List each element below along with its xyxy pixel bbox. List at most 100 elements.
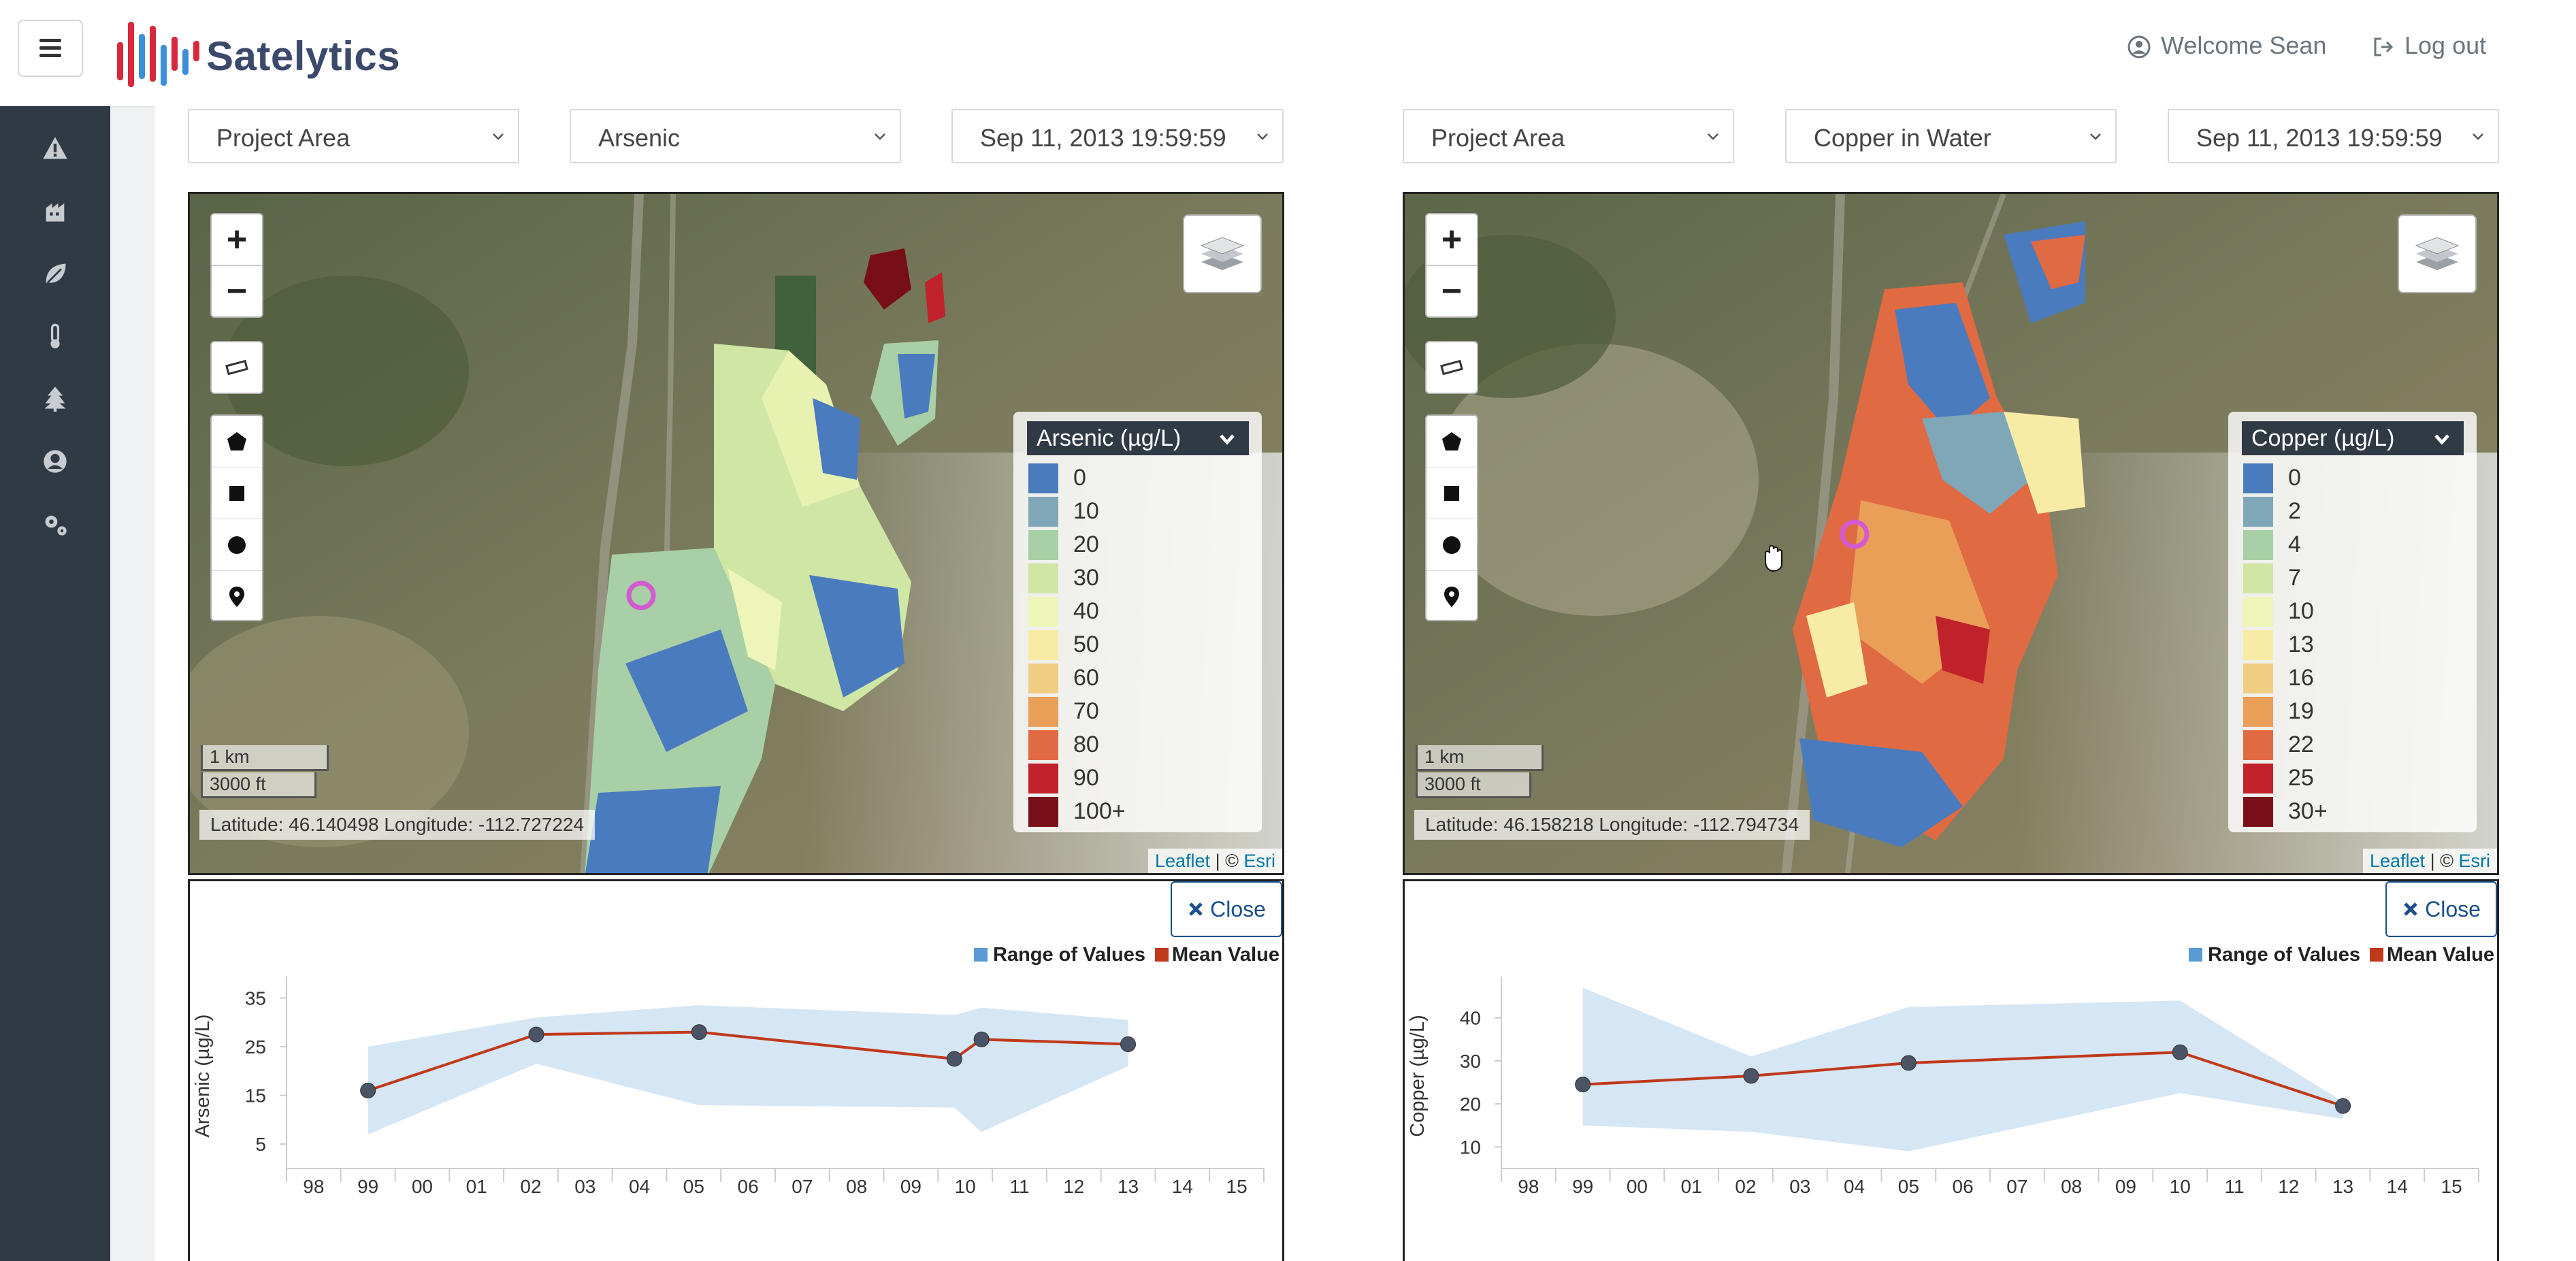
brand-logo[interactable]: Satelytics xyxy=(114,11,414,97)
legend-label: 90 xyxy=(1073,765,1099,791)
mean-point[interactable] xyxy=(691,1024,707,1041)
sidebar-item-alerts[interactable] xyxy=(35,128,76,169)
range-area xyxy=(368,1005,1128,1134)
zoom-in-button[interactable]: + xyxy=(1426,214,1477,266)
right-area-select[interactable]: Project Area xyxy=(1403,109,1734,163)
x-tick-label: 07 xyxy=(2006,1176,2027,1197)
attribution-separator: | © xyxy=(2430,851,2459,871)
square-icon xyxy=(229,485,244,501)
ruler-icon xyxy=(225,359,248,376)
mean-point[interactable] xyxy=(1900,1055,1917,1071)
left-map[interactable]: + − Arsenic (µg/L) 0 10 20 xyxy=(188,192,1284,875)
draw-polygon-button[interactable] xyxy=(1426,416,1477,468)
legend-swatch xyxy=(2243,764,2273,793)
x-tick-label: 02 xyxy=(1735,1176,1756,1197)
map-attribution: Leaflet | © Esri xyxy=(1147,849,1282,873)
x-tick-label: 05 xyxy=(1898,1176,1919,1197)
leaflet-link[interactable]: Leaflet xyxy=(2369,851,2426,871)
x-tick-label: 98 xyxy=(1518,1176,1539,1197)
layers-control-button[interactable] xyxy=(1183,214,1262,293)
draw-marker-button[interactable] xyxy=(1426,571,1477,622)
circle-icon xyxy=(1443,536,1461,554)
left-chart-panel: Range of Values Mean Value 5 15 25 35 98 99 00 01… xyxy=(188,879,1284,1261)
right-map-legend: Copper (µg/L) 0 2 4 7 10 13 16 19 22 25 … xyxy=(2228,412,2477,832)
x-tick-label: 03 xyxy=(1789,1176,1810,1197)
legend-swatch xyxy=(2243,563,2273,593)
hamburger-menu-button[interactable] xyxy=(18,20,83,77)
left-date-select[interactable]: Sep 11, 2013 19:59:59 xyxy=(951,109,1284,163)
logout-link[interactable]: Log out xyxy=(2372,31,2486,60)
polygon-icon xyxy=(1442,431,1461,451)
mean-point[interactable] xyxy=(360,1082,376,1098)
right-chart-panel: Range of Values Mean Value 10 20 30 40 98 99 00 0… xyxy=(1403,879,2499,1261)
legend-label: 60 xyxy=(1073,665,1099,691)
close-button[interactable]: Close xyxy=(1171,881,1282,937)
legend-swatch xyxy=(1028,697,1058,727)
sidebar-item-settings[interactable] xyxy=(35,504,76,544)
left-area-select[interactable]: Project Area xyxy=(188,109,519,163)
draw-rectangle-button[interactable] xyxy=(1426,468,1477,519)
mean-point[interactable] xyxy=(973,1031,990,1047)
leaflet-link[interactable]: Leaflet xyxy=(1154,851,1211,871)
welcome-user-link[interactable]: Welcome Sean xyxy=(2127,31,2326,60)
measure-tool-button[interactable] xyxy=(1425,341,1478,394)
x-tick-label: 13 xyxy=(2332,1176,2353,1197)
x-tick-label: 09 xyxy=(2115,1176,2136,1197)
sidebar-item-forestry[interactable] xyxy=(35,378,76,419)
sidebar-item-vegetation[interactable] xyxy=(35,253,76,294)
legend-label: 70 xyxy=(1073,698,1099,724)
sidebar-item-users[interactable] xyxy=(35,441,76,482)
legend-label: 19 xyxy=(2288,698,2314,724)
esri-link[interactable]: Esri xyxy=(1243,851,1276,871)
right-legend-dropdown[interactable]: Copper (µg/L) xyxy=(2242,421,2464,455)
x-tick-label: 99 xyxy=(1572,1176,1593,1197)
x-tick-label: 09 xyxy=(900,1176,922,1197)
location-marker[interactable] xyxy=(626,580,656,610)
mean-line xyxy=(368,1030,1128,1092)
left-parameter-select[interactable]: Arsenic xyxy=(570,109,901,163)
chart-legend: Range of Values Mean Value xyxy=(2189,944,2494,966)
mean-point[interactable] xyxy=(946,1051,962,1067)
legend-swatch xyxy=(2243,664,2273,693)
draw-circle-button[interactable] xyxy=(1426,519,1477,571)
location-marker[interactable] xyxy=(1840,519,1870,549)
sidebar-item-facilities[interactable] xyxy=(35,191,76,231)
chevron-down-icon xyxy=(1708,133,1718,140)
close-icon xyxy=(2404,902,2417,916)
zoom-out-button[interactable]: − xyxy=(226,272,248,311)
mean-point[interactable] xyxy=(2172,1044,2188,1060)
mean-point[interactable] xyxy=(1743,1068,1759,1084)
x-tick-label: 04 xyxy=(629,1176,650,1197)
legend-label: 0 xyxy=(1073,465,1086,491)
close-button[interactable]: Close xyxy=(2385,881,2497,937)
mean-point[interactable] xyxy=(1575,1077,1591,1093)
draw-rectangle-button[interactable] xyxy=(212,468,262,519)
right-parameter-select[interactable]: Copper in Water xyxy=(1785,109,2117,163)
zoom-in-button[interactable]: + xyxy=(212,214,262,266)
esri-link[interactable]: Esri xyxy=(2458,851,2491,871)
mean-point[interactable] xyxy=(1120,1036,1137,1052)
zoom-out-button[interactable]: − xyxy=(1441,272,1463,311)
right-date-select[interactable]: Sep 11, 2013 19:59:59 xyxy=(2168,109,2499,163)
legend-label: 2 xyxy=(2288,498,2301,524)
mean-point[interactable] xyxy=(528,1026,544,1043)
legend-swatch xyxy=(2243,630,2273,660)
y-axis-label: Arsenic (µg/L) xyxy=(192,1014,214,1137)
layers-control-button[interactable] xyxy=(2398,214,2477,293)
draw-polygon-button[interactable] xyxy=(212,416,262,468)
chevron-down-icon xyxy=(1220,434,1235,445)
sidebar-item-temperature[interactable] xyxy=(35,316,76,357)
x-tick-label: 00 xyxy=(412,1176,433,1197)
legend-label: 10 xyxy=(2288,598,2314,624)
left-legend-dropdown[interactable]: Arsenic (µg/L) xyxy=(1027,421,1249,455)
draw-circle-button[interactable] xyxy=(212,519,262,571)
range-area xyxy=(1582,987,2343,1151)
mean-point[interactable] xyxy=(2335,1098,2351,1114)
draw-marker-button[interactable] xyxy=(212,571,262,622)
legend-swatch xyxy=(1028,530,1058,560)
legend-swatch xyxy=(2243,530,2273,560)
right-map[interactable]: + − Copper (µg/L) 0 2 4 xyxy=(1403,192,2499,875)
measure-tool-button[interactable] xyxy=(210,341,263,394)
arsenic-time-series-chart: Range of Values Mean Value 5 15 25 35 98 99 00 01… xyxy=(192,944,1279,1197)
x-tick-label: 13 xyxy=(1118,1176,1139,1197)
